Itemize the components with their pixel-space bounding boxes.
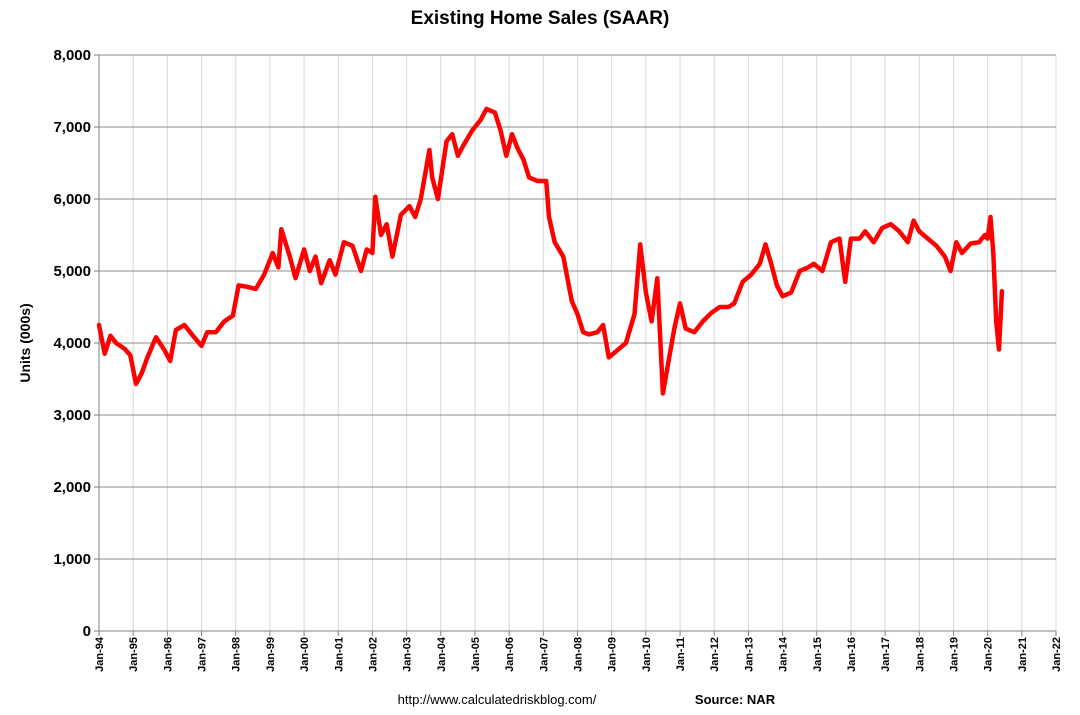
chart-title: Existing Home Sales (SAAR) (411, 8, 670, 29)
x-tick-label: Jan-99 (265, 637, 277, 672)
x-tick-label: Jan-18 (914, 637, 926, 672)
footer-source: Source: NAR (695, 692, 776, 707)
x-tick-label: Jan-12 (709, 637, 721, 672)
x-tick-label: Jan-15 (812, 637, 824, 672)
x-tick-label: Jan-94 (94, 636, 106, 672)
x-tick-label: Jan-04 (436, 636, 448, 672)
chart-gridlines (99, 54, 1057, 631)
y-tick-label: 7,000 (53, 119, 91, 136)
y-tick-label: 0 (83, 623, 91, 640)
y-tick-label: 4,000 (53, 335, 91, 352)
x-tick-label: Jan-17 (880, 637, 892, 672)
chart-axes (94, 54, 1057, 636)
y-tick-label: 1,000 (53, 551, 91, 568)
x-tick-label: Jan-21 (1017, 637, 1029, 672)
y-tick-label: 8,000 (53, 47, 91, 64)
x-tick-label: Jan-09 (607, 637, 619, 672)
x-tick-label: Jan-97 (197, 637, 209, 672)
x-tick-label: Jan-13 (743, 637, 755, 672)
x-tick-label: Jan-03 (402, 637, 414, 672)
x-tick-label: Jan-06 (504, 637, 516, 672)
y-axis-tick-labels: 0 1,000 2,000 3,000 4,000 5,000 6,000 7,000 8,00… (53, 47, 91, 640)
y-axis-label: Units (000s) (17, 303, 33, 382)
y-tick-label: 3,000 (53, 407, 91, 424)
x-tick-label: Jan-07 (538, 637, 550, 672)
plot-area (96, 106, 1005, 396)
x-axis-tick-labels: Jan-94 Jan-95 Jan-96 Jan-97 Jan-98 Jan-99 Jan-… (94, 636, 1063, 672)
x-tick-label: Jan-22 (1051, 637, 1063, 672)
x-tick-label: Jan-02 (367, 637, 379, 672)
x-tick-label: Jan-08 (573, 637, 585, 672)
series-line (96, 106, 1005, 396)
x-tick-label: Jan-95 (128, 637, 140, 672)
x-tick-label: Jan-20 (983, 637, 995, 672)
x-tick-label: Jan-14 (778, 636, 790, 672)
x-tick-label: Jan-10 (641, 637, 653, 672)
x-tick-label: Jan-98 (231, 637, 243, 672)
x-tick-label: Jan-19 (948, 637, 960, 672)
y-tick-label: 2,000 (53, 479, 91, 496)
x-tick-label: Jan-16 (846, 637, 858, 672)
x-tick-label: Jan-96 (162, 637, 174, 672)
x-tick-label: Jan-05 (470, 637, 482, 672)
y-tick-label: 5,000 (53, 263, 91, 280)
x-tick-label: Jan-11 (675, 637, 687, 671)
footer-url: http://www.calculatedriskblog.com/ (398, 692, 597, 707)
x-tick-label: Jan-00 (299, 637, 311, 672)
x-tick-label: Jan-01 (333, 637, 345, 672)
y-tick-label: 6,000 (53, 191, 91, 208)
